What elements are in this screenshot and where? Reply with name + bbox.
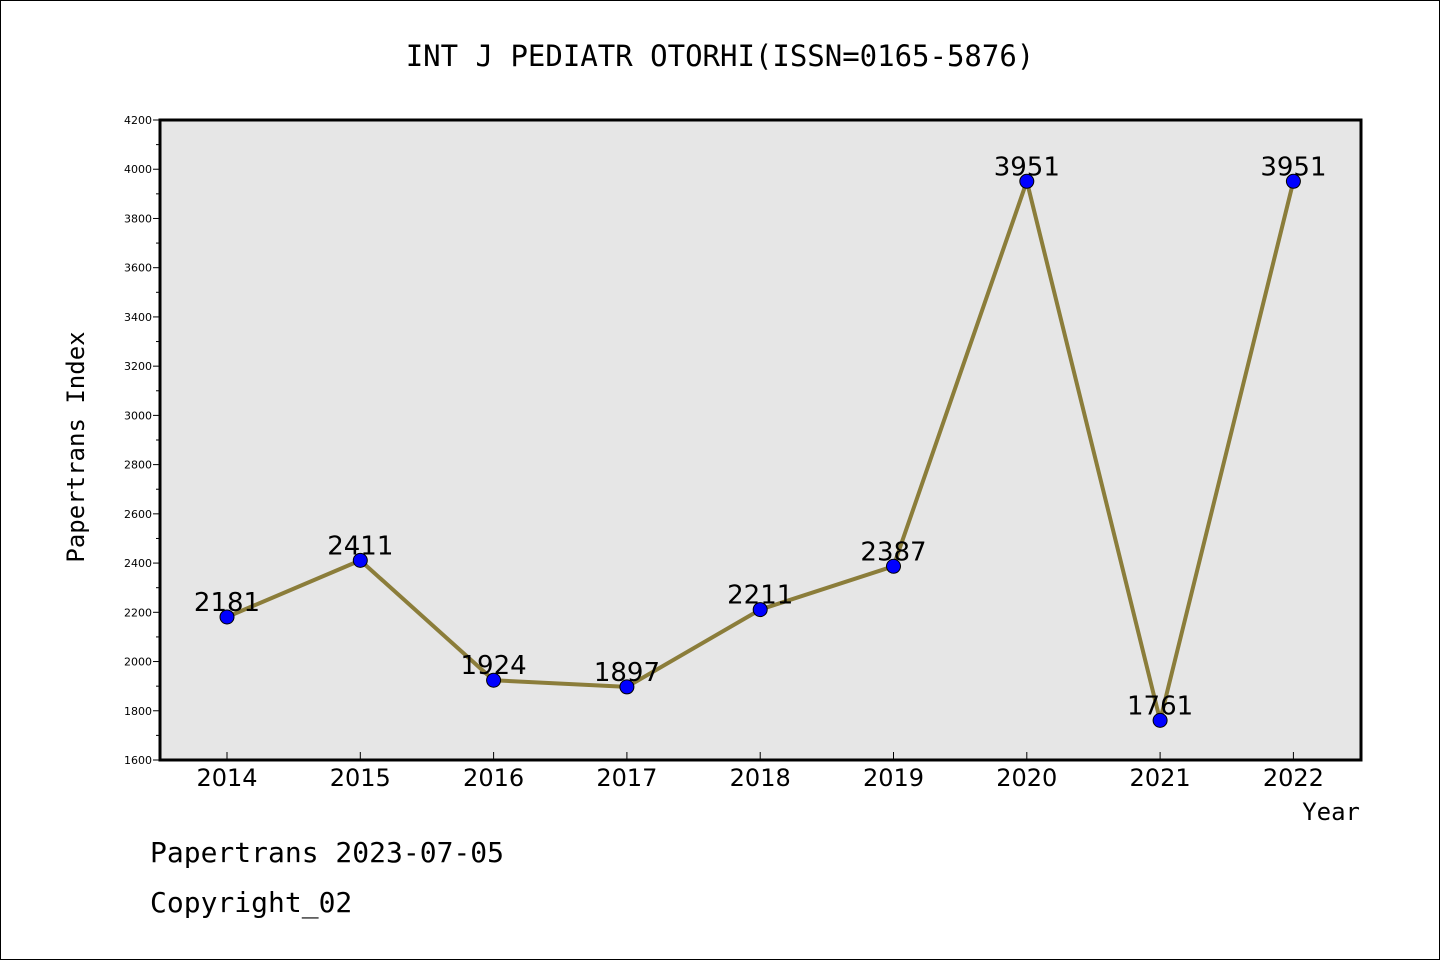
footer-date: Papertrans 2023-07-05 <box>150 836 505 869</box>
data-label: 3951 <box>994 152 1060 182</box>
footer-copyright: Copyright_02 <box>150 886 353 919</box>
data-label: 3951 <box>1260 152 1326 182</box>
data-label: 2411 <box>327 531 393 561</box>
x-axis-label: Year <box>1302 798 1360 826</box>
data-label: 1897 <box>594 658 660 688</box>
chart-title: INT J PEDIATR OTORHI(ISSN=0165-5876) <box>406 39 1035 73</box>
data-label: 2211 <box>727 581 793 611</box>
data-point <box>1019 173 1035 189</box>
y-axis: 1600 1800 2000 2200 2400 2600 2800 3000 3200 3400… <box>124 114 160 767</box>
x-tick-label: 2015 <box>330 764 391 792</box>
y-axis-label: Papertrans Index <box>62 331 90 562</box>
x-tick-label: 2022 <box>1263 764 1324 792</box>
y-tick-label: 2800 <box>124 459 152 472</box>
y-tick-label: 3800 <box>124 212 152 225</box>
y-tick-label: 2400 <box>124 557 152 570</box>
data-point <box>619 679 635 695</box>
y-tick-label: 2600 <box>124 508 152 521</box>
data-point <box>886 558 901 574</box>
y-tick-label: 4200 <box>124 114 152 127</box>
y-tick-label: 1800 <box>124 705 152 718</box>
y-tick-label: 2000 <box>124 656 152 669</box>
data-point <box>1285 173 1301 189</box>
y-tick-label: 2200 <box>124 606 152 619</box>
y-tick-label: 3600 <box>124 262 152 275</box>
y-tick-label: 4000 <box>124 163 152 176</box>
x-axis: 2014 2015 2016 2017 2018 2019 2020 2021 2022 <box>196 752 1324 792</box>
x-tick-label: 2018 <box>730 764 791 792</box>
data-label: 2181 <box>194 588 260 618</box>
series-group: 2181 2411 1924 1897 2211 2387 3951 1761 3951 <box>194 152 1326 728</box>
y-tick-label: 3200 <box>124 360 152 373</box>
data-point <box>352 552 368 568</box>
y-tick-label: 3000 <box>124 409 152 422</box>
x-tick-label: 2021 <box>1130 764 1191 792</box>
y-tick-label: 1600 <box>124 754 152 767</box>
data-point <box>486 672 502 688</box>
x-tick-label: 2019 <box>863 764 924 792</box>
y-tick-label: 3400 <box>124 311 152 324</box>
x-tick-label: 2020 <box>996 764 1057 792</box>
data-point <box>752 602 768 618</box>
data-point <box>219 609 235 625</box>
x-tick-label: 2016 <box>463 764 524 792</box>
x-tick-label: 2014 <box>196 764 257 792</box>
x-tick-label: 2017 <box>596 764 657 792</box>
plot-area <box>158 118 1363 762</box>
data-label: 1924 <box>461 651 527 681</box>
data-label: 2387 <box>860 537 926 567</box>
data-point <box>1152 712 1168 728</box>
data-label: 1761 <box>1127 691 1193 721</box>
